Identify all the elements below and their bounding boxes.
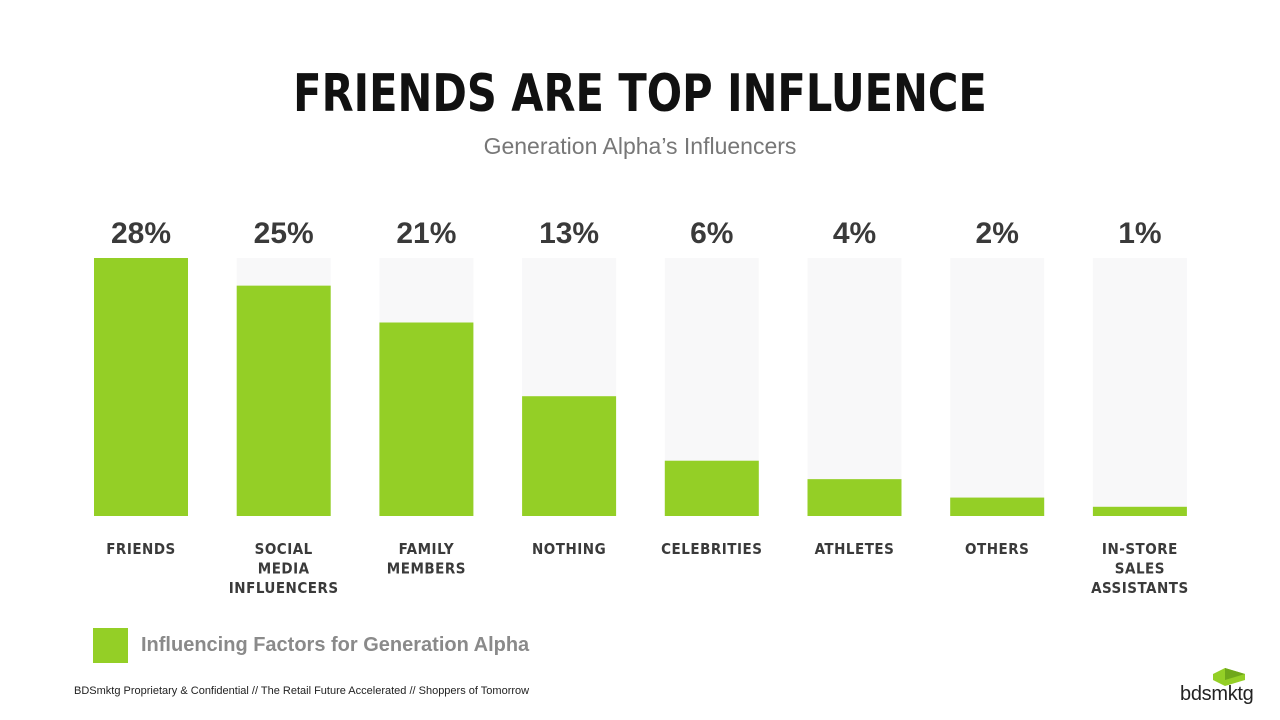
- bar-track: [807, 258, 902, 516]
- bar-track: [1092, 258, 1187, 516]
- category-label: SOCIAL: [255, 540, 313, 558]
- value-label: 13%: [539, 217, 599, 250]
- bar-track: [950, 258, 1045, 516]
- brand-logo: bdsmktg: [1180, 666, 1270, 710]
- bar: [807, 479, 902, 516]
- bar: [236, 285, 331, 516]
- value-label: 28%: [111, 217, 171, 250]
- category-label: CELEBRITIES: [661, 540, 762, 558]
- category-label: OTHERS: [965, 540, 1029, 558]
- value-label: 1%: [1118, 217, 1161, 250]
- house-roof-icon: [1213, 668, 1245, 686]
- category-label: NOTHING: [532, 540, 606, 558]
- bar: [664, 460, 759, 516]
- category-label: FAMILY: [399, 540, 454, 558]
- legend-label: Influencing Factors for Generation Alpha: [141, 634, 530, 656]
- value-label: 4%: [833, 217, 876, 250]
- chart-title: FRIENDS ARE TOP INFLUENCE: [293, 64, 987, 124]
- category-label: INFLUENCERS: [229, 579, 339, 597]
- chart-subtitle: Generation Alpha’s Influencers: [483, 133, 797, 159]
- bar: [522, 396, 617, 516]
- bar: [1092, 506, 1187, 516]
- category-label: MEMBERS: [387, 560, 466, 578]
- category-label: IN-STORE: [1102, 540, 1178, 558]
- logo-text: bdsmktg: [1180, 683, 1254, 705]
- category-label: FRIENDS: [106, 540, 176, 558]
- value-label: 25%: [254, 217, 314, 250]
- category-label: ATHLETES: [815, 540, 895, 558]
- legend: Influencing Factors for Generation Alpha: [93, 628, 529, 663]
- bar: [950, 497, 1045, 516]
- value-label: 21%: [396, 217, 456, 250]
- bar: [379, 322, 474, 516]
- category-label: MEDIA: [258, 560, 310, 578]
- category-label: SALES: [1115, 560, 1165, 578]
- legend-swatch: [93, 628, 128, 663]
- value-label: 6%: [690, 217, 733, 250]
- value-label: 2%: [976, 217, 1019, 250]
- footer-note: BDSmktg Proprietary & Confidential // Th…: [74, 685, 530, 697]
- category-label: ASSISTANTS: [1091, 579, 1189, 597]
- bar: [94, 258, 188, 516]
